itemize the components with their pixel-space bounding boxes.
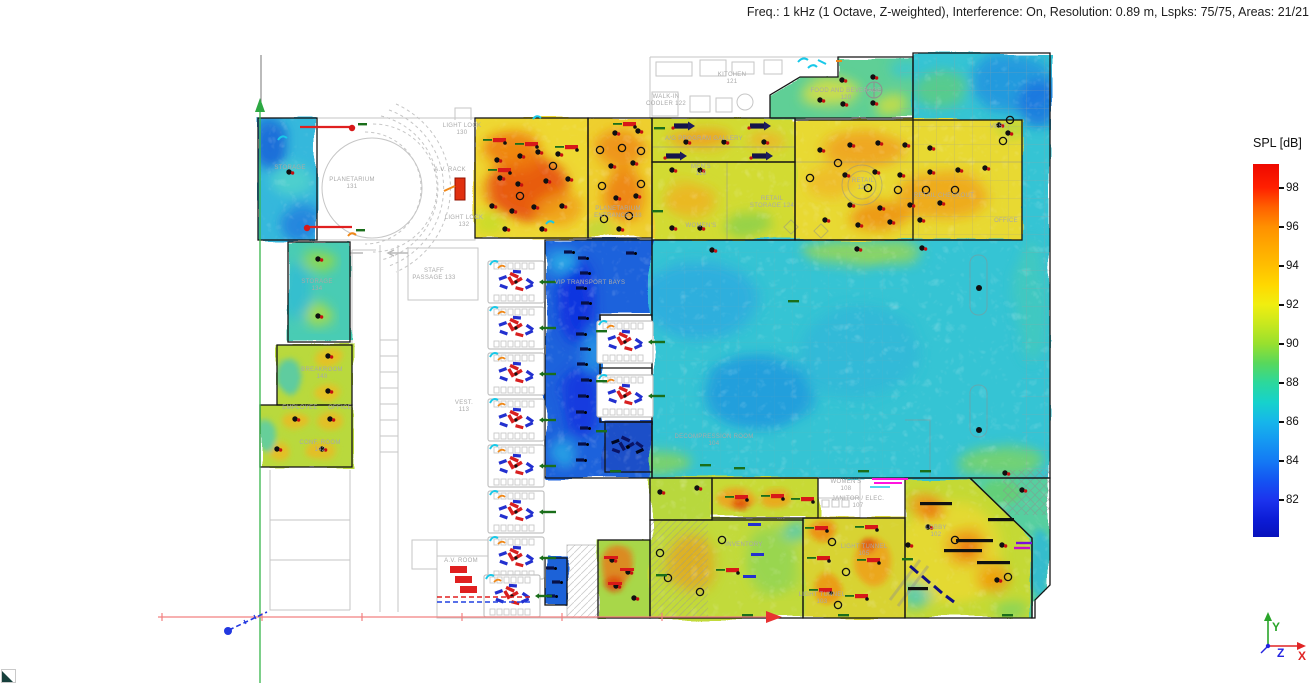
legend-tick: 84: [1279, 455, 1299, 467]
room-label: PLANETARIUM ENTRANCE 118: [594, 206, 642, 219]
room-label: A.V. ROOM: [444, 558, 478, 564]
y-axis-label: Y: [1272, 620, 1280, 634]
world-axes: [158, 55, 782, 683]
legend-bar: 98 96 94 92 90 88 86 84 82: [1253, 164, 1312, 542]
legend-tick: 94: [1279, 260, 1299, 272]
room-label: WOMEN'S: [686, 223, 717, 229]
legend-tick: 98: [1279, 182, 1299, 194]
room-label: A.V. RACK: [434, 167, 466, 173]
room-label: A/G PROGRAM GALLERY: [665, 136, 743, 142]
room-label: PLANETARIUM 131: [329, 177, 375, 190]
legend-tick: 92: [1279, 299, 1299, 311]
legend-tick: 90: [1279, 338, 1299, 350]
legend-tick: 82: [1279, 494, 1299, 506]
room-label: STORAGE: [274, 165, 305, 171]
area-borders: [257, 52, 1051, 619]
room-label: VIP TRANSPORT BAYS: [555, 280, 626, 286]
misc-decor: [277, 57, 1032, 617]
spl-legend: SPL [dB] 98 96 94 92 90 88 86 84 82: [1250, 136, 1312, 542]
x-axis-label: X: [1298, 649, 1306, 663]
legend-tick: 86: [1279, 416, 1299, 428]
loudspeaker-markers[interactable]: [274, 74, 1028, 610]
calculation-status-text: Freq.: 1 kHz (1 Octave, Z-weighted), Int…: [746, 5, 1309, 19]
av-room-rack: [437, 566, 531, 603]
room-label: EMPLOYEE: [282, 405, 317, 411]
legend-title: SPL [dB]: [1253, 136, 1302, 150]
room-label: LOBBY 102: [925, 525, 947, 538]
room-label: RETAIL CHECKOUT: [914, 193, 974, 199]
legend-tick: 88: [1279, 377, 1299, 389]
z-axis-label: Z: [1277, 646, 1284, 660]
room-label: VEST. 113: [455, 400, 473, 413]
resize-grip-icon[interactable]: [1, 669, 16, 683]
listener-axis-line: [228, 611, 268, 631]
room-label: KITCHEN 121: [718, 72, 746, 85]
room-label: STAFF PASSAGE 133: [412, 268, 456, 281]
room-label: OFFICE: [994, 218, 1018, 224]
orientation-gizmo[interactable]: Y Z X: [1260, 612, 1306, 663]
legend-tick: 96: [1279, 221, 1299, 233]
room-label: OFFICE: [328, 405, 352, 411]
plan-overlay: [567, 57, 1050, 618]
room-label: WALK-IN COOLER 122: [646, 94, 686, 107]
room-label: VEST.: [990, 124, 1008, 130]
room-label: RETAIL STORAGE 124: [750, 196, 795, 209]
room-label: INVENTORY: [725, 542, 763, 548]
room-label: MEN'S 119: [691, 164, 711, 177]
